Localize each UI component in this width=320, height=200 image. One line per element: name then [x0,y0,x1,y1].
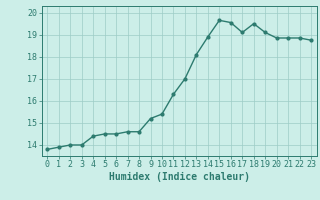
X-axis label: Humidex (Indice chaleur): Humidex (Indice chaleur) [109,172,250,182]
